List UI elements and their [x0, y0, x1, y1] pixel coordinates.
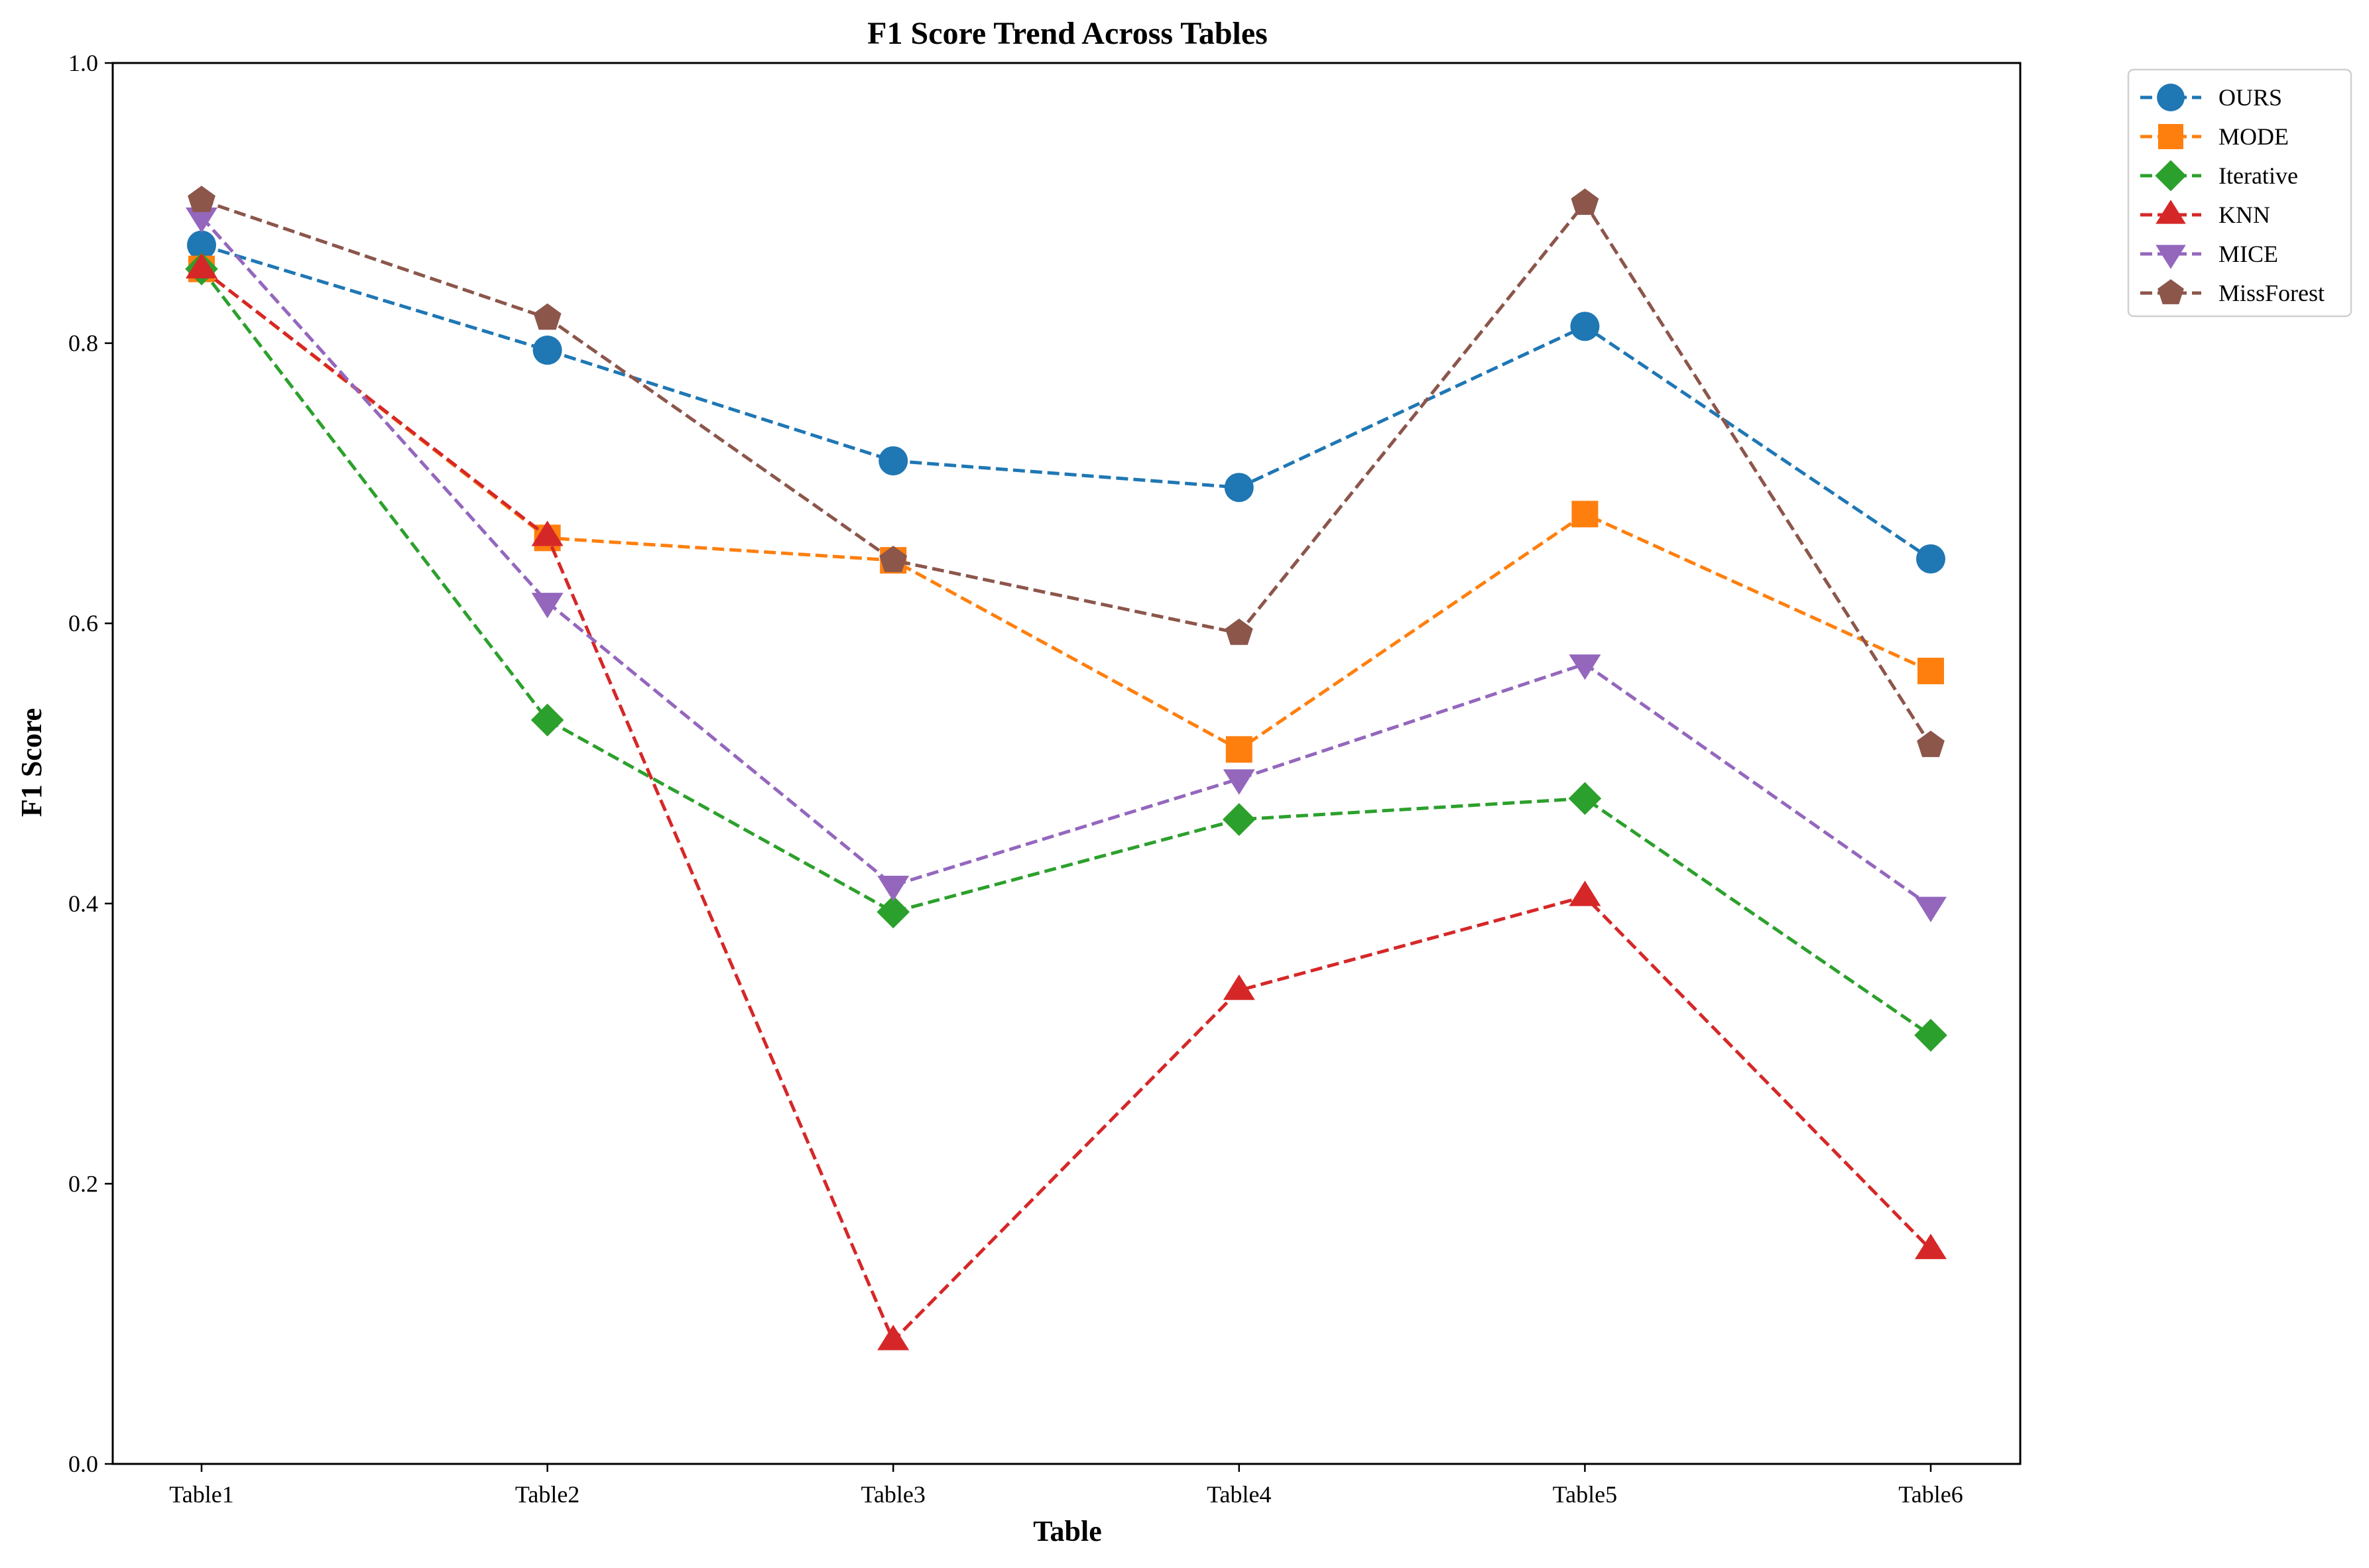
y-tick-label: 0.8 [68, 330, 98, 357]
data-point-missforest [1917, 731, 1945, 757]
data-point-mice [186, 208, 217, 233]
series-iterative [185, 252, 1947, 1052]
legend-label-mode: MODE [2218, 123, 2289, 150]
y-tick-label: 0.6 [68, 610, 98, 636]
plot-area [185, 186, 1947, 1351]
data-point-mode [1225, 736, 1252, 763]
data-point-ours [1570, 312, 1600, 341]
data-point-ours [187, 230, 216, 260]
data-point-mode [1917, 658, 1944, 685]
x-tick-label: Table5 [1553, 1481, 1617, 1508]
y-tick-label: 0.4 [68, 890, 98, 917]
data-point-knn [1915, 1233, 1947, 1260]
data-point-knn [1569, 880, 1601, 906]
data-point-missforest [1225, 618, 1253, 645]
data-point-mice [531, 593, 564, 619]
legend-marker-iterative [2155, 160, 2187, 192]
data-point-missforest [533, 303, 562, 330]
plot-frame [111, 62, 2022, 1465]
data-point-iterative [1568, 782, 1602, 815]
data-point-knn [1223, 974, 1255, 1000]
x-axis-label: Table [1033, 1515, 1102, 1547]
data-point-iterative [530, 703, 564, 737]
legend-label-knn: KNN [2218, 202, 2270, 228]
axes: 0.0 0.2 0.4 0.6 0.8 1.0 Table1 Table2 Table3 Tabl… [68, 50, 2022, 1508]
data-point-mode [1571, 501, 1599, 528]
data-point-knn [531, 520, 564, 546]
legend-marker-ours [2157, 84, 2185, 111]
series-line-missforest [201, 198, 1933, 747]
legend: OURS MODE Iterative KNN MICE MissForest [2127, 68, 2352, 318]
x-tick-label: Table4 [1207, 1481, 1271, 1508]
x-tick-label: Table3 [861, 1481, 925, 1508]
data-point-iterative [877, 895, 910, 929]
legend-marker-missforest [2157, 279, 2184, 304]
legend-label-ours: OURS [2218, 84, 2282, 111]
series-line-iterative [200, 268, 1932, 1037]
legend-marker-mice [2156, 245, 2186, 269]
series-line-mice [200, 215, 1932, 908]
data-point-missforest [879, 546, 908, 572]
legend-item-mice: MICE [2140, 241, 2278, 269]
legend-label-mice: MICE [2218, 241, 2278, 267]
legend-item-missforest: MissForest [2140, 279, 2325, 306]
data-point-mice [1915, 896, 1947, 923]
legend-label-iterative: Iterative [2218, 162, 2298, 189]
data-point-ours [879, 446, 908, 476]
series-line-ours [201, 243, 1932, 561]
series-knn [186, 253, 1947, 1351]
legend-label-missforest: MissForest [2218, 280, 2325, 306]
data-point-missforest [1571, 188, 1599, 215]
y-tick-label: 0.2 [68, 1170, 98, 1197]
data-point-mice [877, 875, 910, 902]
legend-marker-knn [2156, 200, 2186, 224]
x-tick-label: Table2 [515, 1481, 579, 1508]
data-point-iterative [1914, 1018, 1947, 1052]
y-axis-label: F1 Score [15, 708, 48, 817]
data-point-iterative [1223, 803, 1256, 836]
y-tick-label: 1.0 [68, 50, 98, 76]
series-missforest [188, 186, 1945, 757]
series-ours [187, 230, 1945, 574]
data-point-knn [877, 1325, 910, 1351]
legend-item-iterative: Iterative [2140, 160, 2298, 192]
series-mice [186, 208, 1947, 923]
y-tick-label: 0.0 [68, 1451, 98, 1477]
legend-item-knn: KNN [2140, 200, 2270, 228]
data-point-knn [186, 253, 217, 279]
data-point-missforest [188, 186, 215, 212]
data-point-ours [1224, 473, 1254, 503]
legend-marker-mode [2158, 124, 2183, 149]
data-point-mice [1223, 769, 1255, 795]
series-line-knn [200, 267, 1932, 1344]
x-tick-label: Table6 [1898, 1481, 1963, 1508]
data-point-ours [1916, 544, 1945, 574]
series-mode [188, 255, 1944, 763]
chart-title: F1 Score Trend Across Tables [867, 16, 1268, 51]
legend-item-ours: OURS [2140, 84, 2282, 111]
x-tick-label: Table1 [169, 1481, 233, 1508]
data-point-mice [1569, 654, 1601, 680]
legend-item-mode: MODE [2140, 123, 2289, 150]
data-point-ours [532, 335, 562, 365]
